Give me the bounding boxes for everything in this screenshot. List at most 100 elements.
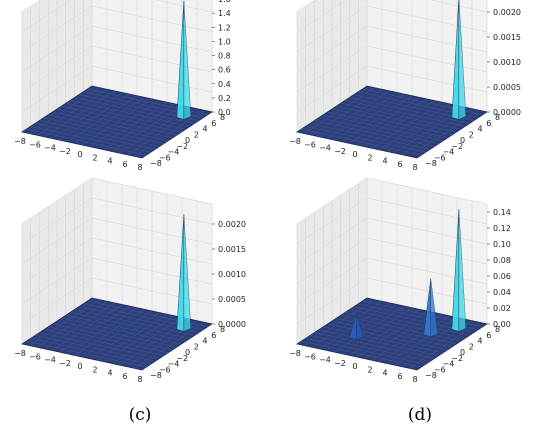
grid-line: [296, 45, 368, 93]
surface-grid: [379, 315, 450, 363]
surface-grid: [409, 110, 480, 157]
grid-line: [21, 45, 93, 93]
y-tick-label: 4: [478, 337, 483, 346]
y-tick-label: −6: [159, 365, 171, 374]
y-tick-label: −4: [443, 360, 455, 369]
x-tick-label: 4: [107, 157, 112, 166]
surface-grid: [96, 314, 168, 361]
grid-line: [21, 217, 93, 265]
grid-line: [91, 237, 213, 265]
grid-line: [366, 45, 488, 73]
z-tick-label: 0.0000: [218, 320, 246, 329]
y-tick-label: −2: [176, 354, 188, 363]
peak-shade-1: [430, 278, 439, 338]
z-tick-label: 0.04: [493, 288, 511, 297]
z-tick-label: 0.06: [493, 272, 511, 281]
surface-grid: [89, 312, 160, 359]
y-tick-label: −8: [150, 371, 162, 380]
x-tick-label: 2: [92, 153, 97, 162]
surface-grid: [409, 322, 480, 369]
x-tick-label: −6: [29, 140, 41, 149]
peak-shade-0: [183, 0, 192, 120]
x-tick-label: 6: [122, 160, 127, 169]
y-tick-label: 2: [469, 130, 474, 139]
x-tick-label: −4: [44, 144, 56, 153]
z-tick-label: 0.0000: [493, 108, 521, 117]
surface-grid: [74, 309, 195, 336]
peak-shade-0: [183, 214, 192, 332]
grid-line: [21, 0, 72, 33]
grid-line: [296, 257, 368, 305]
z-tick-label: 0.8: [218, 52, 231, 61]
z-tick-label: 0.6: [218, 66, 231, 75]
surface-grid: [56, 320, 178, 348]
surface-grid: [74, 97, 195, 124]
y-tick-label: −2: [176, 142, 188, 151]
z-tick-label: 1.4: [218, 9, 231, 18]
x-tick-label: −2: [59, 147, 71, 156]
x-tick-label: 2: [367, 365, 372, 374]
z-tick-label: 0.0005: [493, 83, 521, 92]
z-tick-label: 1.2: [218, 23, 231, 32]
y-tick-label: −8: [425, 159, 437, 168]
y-tick-label: 2: [194, 130, 199, 139]
y-tick-label: −6: [434, 153, 446, 162]
surface-grid: [364, 312, 435, 359]
y-tick-label: 6: [211, 119, 216, 128]
panel-d: −8 −6 −4 −2 0 2 4 6 8 −8−6−4−2024680.000.020.040.…: [289, 177, 511, 384]
x-tick-label: −8: [289, 137, 301, 146]
surface-grid: [89, 100, 160, 147]
z-tick-label: 0.0020: [493, 8, 521, 17]
surface-grid: [61, 317, 182, 345]
surface-grid: [331, 320, 453, 348]
z-tick-label: 0.0: [218, 108, 231, 117]
x-tick-label: 6: [397, 160, 402, 169]
grid-line: [366, 5, 488, 33]
x-tick-label: 6: [397, 372, 402, 381]
grid-line: [91, 65, 213, 93]
grid-line: [91, 197, 213, 225]
z-tick-label: 0.0010: [218, 270, 246, 279]
x-tick-label: −6: [29, 352, 41, 361]
y-tick-label: 4: [203, 125, 208, 134]
grid-line: [21, 277, 93, 325]
z-tick-label: 0.0020: [218, 220, 246, 229]
x-tick-label: 0: [352, 362, 357, 371]
z-tick-label: 0.0005: [218, 295, 246, 304]
x-tick-label: 4: [107, 369, 112, 378]
z-tick-label: 1.6: [218, 0, 231, 4]
y-tick-label: −6: [434, 365, 446, 374]
surface-grid: [340, 103, 461, 130]
y-tick-label: −4: [168, 360, 180, 369]
surface-grid: [331, 108, 453, 136]
grid-line: [296, 25, 368, 73]
y-tick-label: −4: [168, 148, 180, 157]
grid-line: [366, 65, 488, 93]
y-tick-label: 8: [220, 325, 225, 334]
surface-grid: [386, 105, 458, 152]
z-tick-label: 0.4: [218, 80, 231, 89]
z-tick-label: 0.10: [493, 240, 511, 249]
grid-line: [366, 25, 488, 53]
surface-grid: [111, 317, 183, 364]
surface-grid: [56, 108, 178, 136]
y-tick-label: 6: [486, 119, 491, 128]
panel-caption: (d): [408, 405, 432, 425]
peak-shade-0: [458, 209, 467, 332]
x-tick-label: 0: [77, 362, 82, 371]
y-tick-label: 6: [486, 331, 491, 340]
surface-grid: [65, 103, 186, 130]
z-tick-label: 0.0015: [493, 33, 521, 42]
x-tick-label: −6: [304, 140, 316, 149]
x-tick-label: −8: [289, 349, 301, 358]
y-tick-label: 2: [469, 342, 474, 351]
y-tick-label: −2: [451, 142, 463, 151]
peak-shade-0: [458, 0, 467, 120]
grid-line: [366, 237, 488, 265]
x-tick-label: 2: [92, 365, 97, 374]
z-tick-label: 0.0010: [493, 58, 521, 67]
x-tick-label: 0: [77, 150, 82, 159]
grid-line: [296, 277, 368, 325]
surface-grid: [364, 100, 435, 147]
grid-line: [430, 0, 488, 13]
